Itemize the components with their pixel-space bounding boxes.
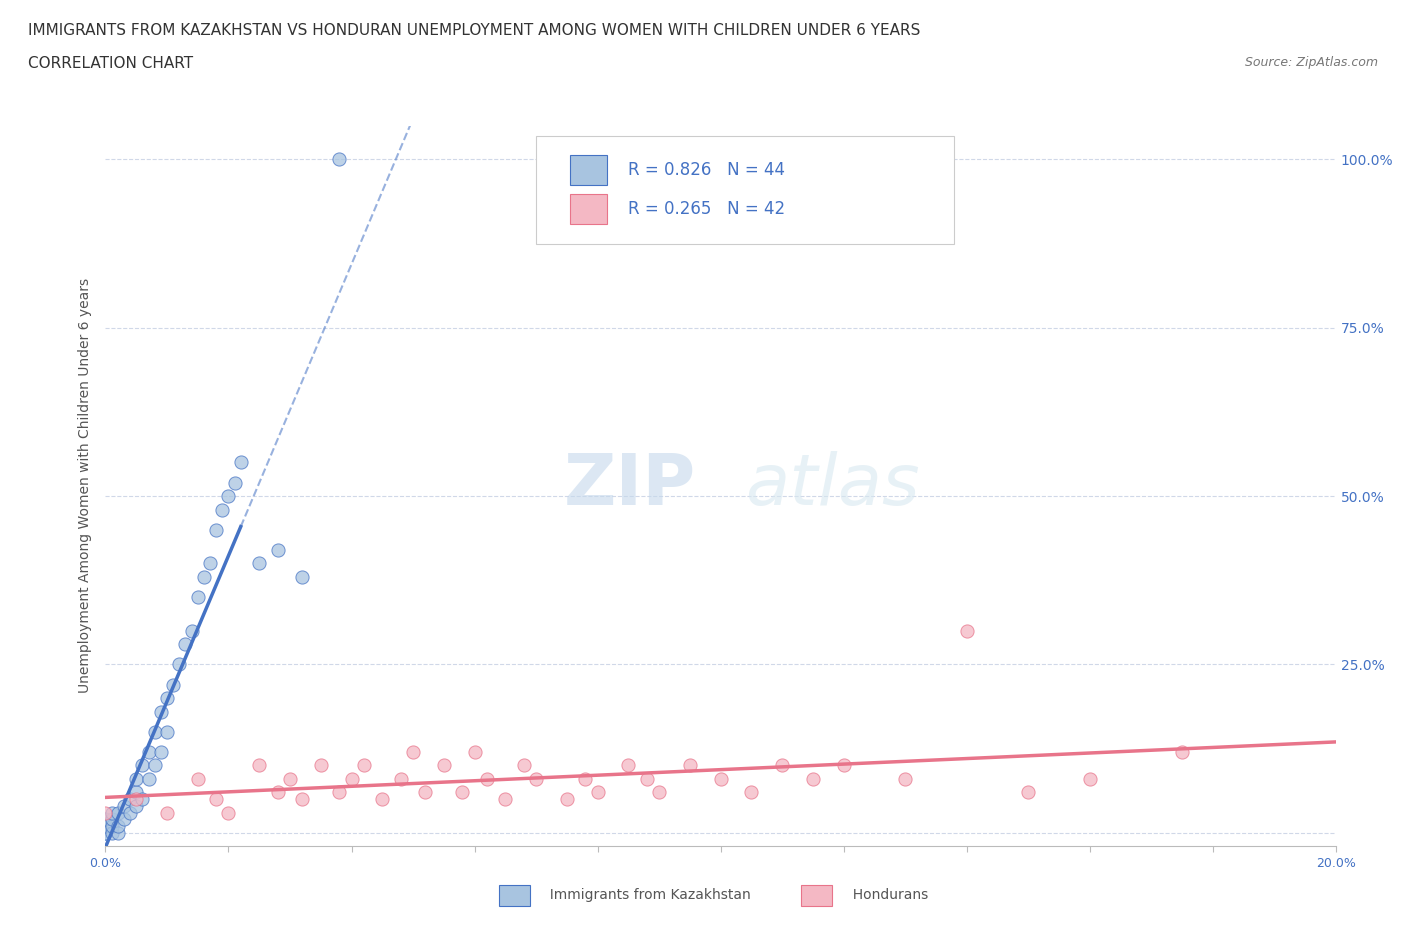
Point <box>94 826 117 841</box>
Point <box>494 791 516 806</box>
Point <box>648 785 671 800</box>
Point <box>94 812 117 827</box>
Point <box>107 826 129 841</box>
Point <box>433 758 456 773</box>
Text: Immigrants from Kazakhstan: Immigrants from Kazakhstan <box>541 887 751 902</box>
Point <box>451 785 474 800</box>
Point <box>107 818 129 833</box>
Point <box>112 812 135 827</box>
Point <box>112 799 135 814</box>
Point <box>211 502 233 517</box>
Text: CORRELATION CHART: CORRELATION CHART <box>28 56 193 71</box>
Point <box>100 805 122 820</box>
Point <box>586 785 609 800</box>
Point <box>309 758 332 773</box>
Point <box>131 758 153 773</box>
Point <box>832 758 855 773</box>
Point <box>125 772 148 787</box>
Point <box>94 805 117 820</box>
Point <box>205 791 228 806</box>
Point <box>100 818 122 833</box>
Point <box>740 785 762 800</box>
Point <box>187 590 209 604</box>
Point <box>894 772 917 787</box>
Point <box>156 805 179 820</box>
Point <box>371 791 394 806</box>
Point <box>267 785 290 800</box>
Text: atlas: atlas <box>745 451 920 521</box>
Point <box>169 657 191 671</box>
Point <box>198 556 221 571</box>
Point <box>636 772 658 787</box>
Point <box>328 152 350 166</box>
Point <box>464 745 486 760</box>
Point <box>138 745 160 760</box>
Point <box>801 772 824 787</box>
Point <box>247 556 270 571</box>
Point <box>247 758 270 773</box>
Point <box>149 745 172 760</box>
Point <box>120 791 141 806</box>
Point <box>524 772 547 787</box>
Point <box>138 772 160 787</box>
Point <box>149 704 172 719</box>
Point <box>415 785 437 800</box>
FancyBboxPatch shape <box>571 155 607 185</box>
Point <box>402 745 425 760</box>
Point <box>389 772 412 787</box>
Point <box>574 772 596 787</box>
Point <box>278 772 301 787</box>
Point <box>224 475 246 490</box>
FancyBboxPatch shape <box>571 194 607 224</box>
Text: R = 0.265   N = 42: R = 0.265 N = 42 <box>628 200 786 219</box>
Point <box>617 758 640 773</box>
Text: Source: ZipAtlas.com: Source: ZipAtlas.com <box>1244 56 1378 69</box>
Point <box>679 758 702 773</box>
Y-axis label: Unemployment Among Women with Children Under 6 years: Unemployment Among Women with Children U… <box>79 278 93 694</box>
Text: ZIP: ZIP <box>564 451 696 521</box>
FancyBboxPatch shape <box>536 137 955 245</box>
Point <box>770 758 793 773</box>
Text: Hondurans: Hondurans <box>844 887 928 902</box>
Point <box>353 758 375 773</box>
Point <box>94 818 117 833</box>
Point <box>156 724 179 739</box>
Point <box>475 772 498 787</box>
Point <box>125 791 148 806</box>
Point <box>174 637 197 652</box>
Point <box>710 772 733 787</box>
Point <box>131 791 153 806</box>
Point <box>1171 745 1194 760</box>
Point <box>340 772 363 787</box>
Point <box>291 791 314 806</box>
Point <box>107 805 129 820</box>
Point <box>555 791 578 806</box>
Point <box>205 523 228 538</box>
Point <box>180 623 202 638</box>
Text: R = 0.826   N = 44: R = 0.826 N = 44 <box>628 161 786 179</box>
Point <box>229 455 252 470</box>
Point <box>100 826 122 841</box>
Point <box>1017 785 1039 800</box>
Point <box>956 623 979 638</box>
Point <box>125 799 148 814</box>
Point <box>156 691 179 706</box>
Point <box>125 785 148 800</box>
Point <box>328 785 350 800</box>
Point <box>120 805 141 820</box>
Point <box>513 758 536 773</box>
Point <box>94 826 117 841</box>
Point <box>143 758 166 773</box>
Point <box>162 677 184 692</box>
Point <box>218 488 240 503</box>
Point <box>1078 772 1101 787</box>
Point <box>187 772 209 787</box>
Point <box>291 569 314 584</box>
Point <box>143 724 166 739</box>
Point <box>193 569 215 584</box>
Point <box>100 812 122 827</box>
Text: IMMIGRANTS FROM KAZAKHSTAN VS HONDURAN UNEMPLOYMENT AMONG WOMEN WITH CHILDREN UN: IMMIGRANTS FROM KAZAKHSTAN VS HONDURAN U… <box>28 23 921 38</box>
Point <box>218 805 240 820</box>
Point <box>267 542 290 557</box>
